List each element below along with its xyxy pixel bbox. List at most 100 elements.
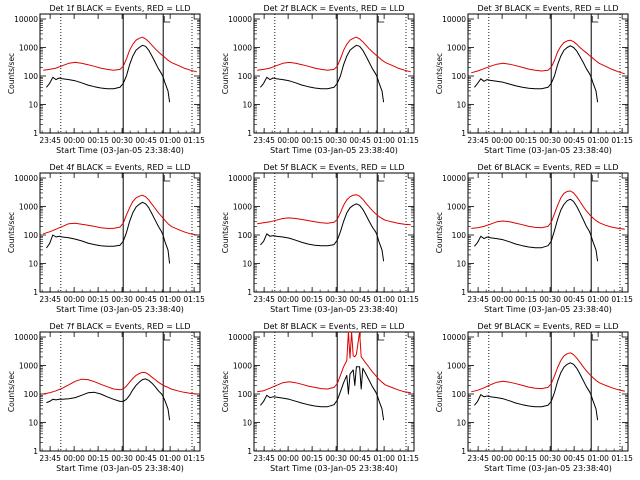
x-tick-label: 00:45 [349,136,371,145]
y-tick-label: 10 [28,419,38,428]
panel-det-7: Det 7f BLACK = Events, RED = LLD 1 10 100 10… [7,322,205,473]
panel-det-9: Det 9f BLACK = Events, RED = LLD 1 10 100 10… [435,322,633,473]
y-tick-label: 10 [456,101,466,110]
x-tick-label: 01:00 [373,136,395,145]
x-tick-label: 23:45 [467,136,489,145]
interval-marker [591,16,599,23]
x-tick-label: 00:15 [301,454,323,463]
x-tick-label: 23:45 [253,295,275,304]
y-axis-label: Counts/sec [7,371,16,412]
x-tick-label: 00:45 [349,295,371,304]
lld-series-line [471,190,625,230]
y-tick-label: 10000 [14,174,38,183]
events-series-line [260,366,385,421]
x-tick-label: 01:15 [183,136,205,145]
x-tick-label: 00:00 [277,454,299,463]
x-tick-label: 00:00 [491,136,513,145]
panel-det-5: Det 5f BLACK = Events, RED = LLD 1 10 100 10… [221,163,419,314]
x-tick-label: 00:15 [515,136,537,145]
interval-marker [163,16,171,23]
y-tick-label: 10000 [442,15,466,24]
lld-series-line [257,36,411,73]
y-tick-label: 1000 [19,44,38,53]
y-tick-label: 1000 [447,203,466,212]
panel-det-6: Det 6f BLACK = Events, RED = LLD 1 10 100 10… [435,163,633,314]
y-tick-label: 10 [242,419,252,428]
x-tick-label: 01:00 [159,295,181,304]
interval-marker [591,175,599,182]
x-tick-label: 00:15 [87,454,109,463]
y-tick-label: 1000 [19,362,38,371]
x-tick-label: 01:00 [587,295,609,304]
x-tick-label: 00:30 [111,136,133,145]
x-axis-label: Start Time (03-Jan-05 23:38:40) [270,464,398,473]
y-tick-label: 10000 [14,333,38,342]
y-tick-label: 100 [452,390,467,399]
y-axis-label: Counts/sec [221,212,230,253]
y-tick-label: 1000 [233,203,252,212]
interval-marker [377,175,385,182]
x-axis-label: Start Time (03-Jan-05 23:38:40) [484,305,612,314]
x-tick-label: 00:00 [491,295,513,304]
x-axis-label: Start Time (03-Jan-05 23:38:40) [484,464,612,473]
x-tick-label: 00:45 [563,454,585,463]
x-tick-label: 00:30 [111,295,133,304]
y-tick-label: 1 [461,447,466,456]
y-tick-label: 10000 [228,333,252,342]
y-tick-label: 1000 [233,362,252,371]
x-axis-label: Start Time (03-Jan-05 23:38:40) [270,146,398,155]
panel-title: Det 7f BLACK = Events, RED = LLD [49,322,190,331]
x-axis-label: Start Time (03-Jan-05 23:38:40) [270,305,398,314]
x-tick-label: 00:15 [515,454,537,463]
events-series-line [474,198,599,262]
interval-marker [163,175,171,182]
x-tick-label: 00:15 [515,295,537,304]
x-tick-label: 00:45 [135,295,157,304]
lld-series-line [471,352,625,393]
x-tick-label: 01:15 [611,454,633,463]
y-tick-label: 1000 [19,203,38,212]
panel-title: Det 4f BLACK = Events, RED = LLD [49,163,190,172]
interval-marker [163,334,171,341]
x-tick-label: 01:15 [397,136,419,145]
y-tick-label: 10 [456,419,466,428]
y-tick-label: 10 [456,260,466,269]
panel-title: Det 6f BLACK = Events, RED = LLD [477,163,618,172]
y-tick-label: 10 [28,101,38,110]
y-tick-label: 1 [33,129,38,138]
x-tick-label: 00:45 [349,454,371,463]
events-series-line [474,45,599,103]
panel-title: Det 2f BLACK = Events, RED = LLD [263,4,404,13]
panels-grid: Det 1f BLACK = Events, RED = LLD11010010… [7,4,633,473]
x-tick-label: 00:00 [63,295,85,304]
y-tick-label: 10000 [442,333,466,342]
y-tick-label: 1000 [447,44,466,53]
y-tick-label: 100 [238,231,253,240]
y-tick-label: 100 [238,72,253,81]
y-tick-label: 1 [461,129,466,138]
plot-frame [467,331,629,452]
y-axis-label: Counts/sec [7,212,16,253]
x-tick-label: 00:45 [135,136,157,145]
x-tick-label: 00:30 [111,454,133,463]
x-tick-label: 23:45 [253,454,275,463]
y-axis-label: Counts/sec [435,53,444,94]
x-tick-label: 00:30 [539,295,561,304]
y-tick-label: 10000 [442,174,466,183]
x-tick-label: 01:00 [159,136,181,145]
y-axis-label: Counts/sec [221,53,230,94]
plot-frame [39,172,201,293]
y-tick-label: 100 [24,72,39,81]
panel-det-4: Det 4f BLACK = Events, RED = LLD 1 10 100 10… [7,163,205,314]
y-tick-label: 100 [452,72,467,81]
panel-det-8: Det 8f BLACK = Events, RED = LLD 1 10 100 10… [221,322,419,473]
x-tick-label: 00:45 [563,295,585,304]
interval-marker [377,334,385,341]
x-tick-label: 01:15 [397,454,419,463]
y-tick-label: 10 [242,260,252,269]
x-tick-label: 23:45 [467,295,489,304]
x-tick-label: 01:15 [611,136,633,145]
plot-frame [467,13,629,134]
plot-frame [253,172,415,293]
